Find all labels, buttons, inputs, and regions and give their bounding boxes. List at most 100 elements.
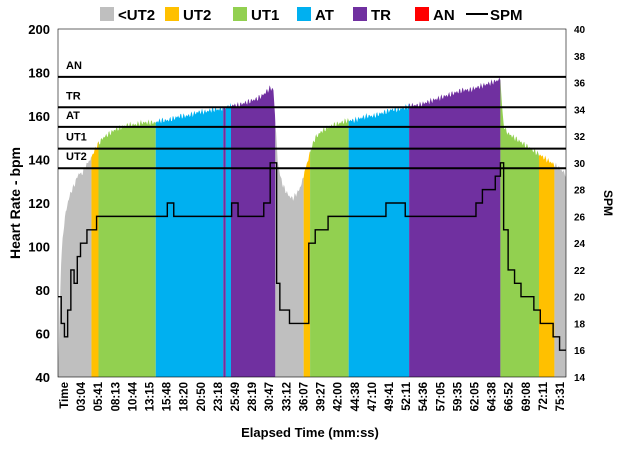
- y-tick-label: 160: [28, 109, 50, 124]
- x-tick-label: 49:41: [384, 381, 396, 411]
- legend-item: UT1: [233, 7, 279, 24]
- x-tick-label: 33:12: [281, 382, 293, 411]
- y2-tick-label: 36: [574, 79, 586, 90]
- x-tick-label: 15:48: [162, 381, 174, 411]
- x-tick-label: 03:04: [76, 381, 88, 411]
- x-tick-label: 08:13: [110, 382, 122, 411]
- x-tick-label: 52:11: [401, 381, 413, 410]
- x-tick-label: 59:35: [452, 381, 464, 411]
- legend-item: AT: [297, 7, 334, 24]
- hr-area-tr-11: [409, 77, 501, 377]
- y-tick-label: 80: [36, 283, 50, 298]
- y2-tick-label: 30: [574, 159, 586, 170]
- x-tick-label: 30:47: [264, 382, 276, 411]
- x-tick-label: 54:36: [418, 382, 430, 411]
- x-tick-label: 75:31: [555, 381, 567, 411]
- hr-area-at-3: [155, 106, 224, 377]
- x-tick-label: Time: [59, 382, 71, 409]
- y-tick-label: 40: [36, 370, 50, 385]
- x-tick-label: 23:18: [213, 381, 225, 411]
- legend-item: AN: [415, 7, 455, 24]
- x-axis: Time 03:04 05:41 08:13 10:44 13:15 15:48 18:20 2…: [59, 381, 567, 411]
- threshold-label-ut2: UT2: [66, 151, 87, 163]
- x-tick-label: 44:38: [350, 381, 362, 411]
- x-tick-label: 25:49: [230, 382, 242, 411]
- y-tick-label: 180: [28, 66, 50, 81]
- x-tick-label: 69:08: [521, 381, 533, 411]
- x-tick-label: 72:11: [538, 381, 550, 410]
- hr-area-ut2-13: [538, 154, 555, 377]
- y2-tick-label: 18: [574, 319, 586, 330]
- x-tick-label: 39:27: [316, 382, 328, 411]
- y-axis-title: Heart Rate - bpm: [7, 147, 23, 259]
- legend-label: AN: [433, 7, 455, 24]
- x-tick-label: 42:00: [333, 382, 345, 411]
- hr-area-below-ut2-0: [58, 155, 92, 377]
- x-tick-label: 47:10: [367, 382, 379, 411]
- legend-swatch: [165, 7, 179, 21]
- legend-item: TR: [353, 7, 391, 24]
- x-tick-label: 10:44: [127, 381, 139, 411]
- hr-area-ut2-1: [91, 140, 99, 377]
- y2-tick-label: 20: [574, 293, 586, 304]
- hr-area-at-5: [225, 102, 231, 377]
- legend-label: SPM: [490, 7, 523, 24]
- x-tick-label: 18:20: [179, 382, 191, 411]
- legend-label: TR: [371, 7, 391, 24]
- x-axis-title: Elapsed Time (mm:ss): [241, 425, 379, 440]
- legend-swatch: [353, 7, 367, 21]
- hr-area-below-ut2-14: [554, 162, 566, 377]
- y2-tick-label: 16: [574, 346, 586, 357]
- x-tick-label: 20:50: [196, 382, 208, 411]
- legend-item: UT2: [165, 7, 211, 24]
- hr-area-group: [58, 77, 566, 378]
- x-tick-label: 64:38: [487, 381, 499, 411]
- hr-area-tr-6: [230, 85, 276, 377]
- x-tick-label: 36:07: [298, 382, 310, 411]
- legend-item: <UT2: [100, 7, 155, 24]
- threshold-label-an: AN: [66, 60, 82, 72]
- y2-tick-label: 26: [574, 212, 586, 223]
- x-tick-label: 62:05: [470, 381, 482, 411]
- y2-tick-label: 14: [574, 373, 586, 384]
- y2-axis-title: SPM: [601, 190, 615, 216]
- y2-tick-label: 38: [574, 52, 586, 63]
- legend-swatch: [233, 7, 247, 21]
- legend-swatch: [100, 7, 114, 21]
- y2-tick-label: 40: [574, 25, 586, 36]
- spm-line: [58, 162, 566, 351]
- x-tick-label: 57:05: [435, 381, 447, 411]
- threshold-label-at: AT: [66, 110, 80, 122]
- zone-threshold-group: AN TR AT UT1 UT2: [58, 60, 566, 170]
- legend-label: UT2: [183, 7, 211, 24]
- left-y-axis: 200 180 160 140 120 100 80 60 40: [28, 22, 50, 385]
- hr-area-ut1-9: [310, 117, 349, 377]
- y-tick-label: 120: [28, 196, 50, 211]
- x-tick-label: 28:19: [247, 382, 259, 411]
- y-tick-label: 100: [28, 240, 50, 255]
- threshold-label-tr: TR: [66, 90, 81, 102]
- x-tick-label: 66:52: [504, 382, 516, 411]
- legend-label: <UT2: [118, 7, 155, 24]
- y-tick-label: 60: [36, 327, 50, 342]
- legend-swatch: [297, 7, 311, 21]
- legend-label: UT1: [251, 7, 279, 24]
- legend-label: AT: [315, 7, 334, 24]
- x-tick-label: 05:41: [93, 381, 105, 411]
- y2-tick-label: 24: [574, 239, 586, 250]
- legend-swatch: [415, 7, 429, 21]
- x-tick-label: 13:15: [145, 381, 157, 411]
- y-tick-label: 140: [28, 153, 50, 168]
- hr-area-tr-4: [223, 106, 226, 377]
- hr-area-at-10: [348, 103, 410, 377]
- legend: <UT2 UT2 UT1 AT TR AN SPM: [100, 7, 523, 24]
- y2-tick-label: 28: [574, 186, 586, 197]
- plot-border: [57, 28, 567, 378]
- hr-area-ut1-2: [98, 119, 156, 378]
- y-tick-label: 200: [28, 22, 50, 37]
- right-y-axis: 40 38 36 34 32 30 28 26 24 22 20 18 16 14: [574, 25, 586, 384]
- legend-item: SPM: [466, 7, 523, 24]
- hr-area-ut1-12: [500, 78, 539, 378]
